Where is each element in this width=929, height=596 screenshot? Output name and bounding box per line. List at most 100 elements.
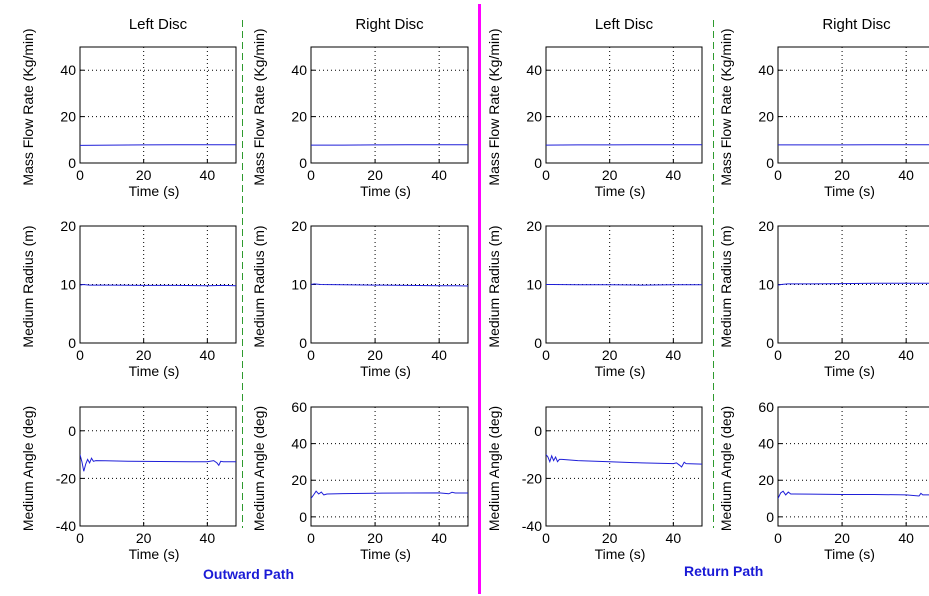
- x-tick-label: 0: [307, 530, 315, 546]
- x-axis-label: Time (s): [360, 546, 411, 562]
- y-tick-label: 0: [68, 155, 76, 171]
- y-tick-label: 20: [60, 218, 76, 234]
- x-tick-label: 0: [542, 347, 550, 363]
- x-tick-label: 20: [367, 347, 383, 363]
- y-tick-label: 40: [758, 436, 774, 452]
- axes-box: [79, 406, 237, 527]
- chart-panel: 0 20 40 -40 -20 0 Time (s) Medium Angle (deg): [486, 406, 703, 562]
- x-tick-label: 0: [307, 167, 315, 183]
- axes-box: [79, 46, 237, 164]
- y-tick-label: 20: [291, 109, 307, 125]
- y-axis-label: Mass Flow Rate (Kg/min): [251, 28, 267, 185]
- y-tick-label: 0: [68, 423, 76, 439]
- y-axis-label: Medium Angle (deg): [718, 406, 734, 531]
- y-axis-label: Medium Angle (deg): [251, 406, 267, 531]
- y-tick-label: 60: [291, 399, 307, 415]
- y-tick-label: 20: [758, 218, 774, 234]
- x-tick-label: 20: [602, 347, 618, 363]
- y-tick-label: 40: [526, 62, 542, 78]
- chart-panel: 0 20 40 0 20 40 Time (s) Mass Flow Rate (Kg/min…: [486, 16, 703, 199]
- axes-box: [777, 406, 929, 527]
- y-tick-label: 20: [758, 472, 774, 488]
- axes-box: [545, 406, 703, 527]
- chart-panel: 0 20 40 0 20 40 60 Time (s) Medium Angle (deg): [718, 399, 929, 562]
- y-tick-label: 10: [758, 277, 774, 293]
- y-tick-label: 40: [291, 436, 307, 452]
- x-tick-label: 40: [200, 530, 216, 546]
- y-tick-label: 0: [534, 423, 542, 439]
- y-axis-label: Medium Radius (m): [20, 225, 36, 347]
- x-tick-label: 20: [834, 347, 850, 363]
- x-axis-label: Time (s): [129, 363, 180, 379]
- series-line: [80, 144, 236, 146]
- y-tick-label: 20: [60, 109, 76, 125]
- y-tick-label: 10: [526, 277, 542, 293]
- y-axis-label: Mass Flow Rate (Kg/min): [486, 28, 502, 185]
- y-tick-label: 0: [766, 509, 774, 525]
- x-tick-label: 0: [542, 167, 550, 183]
- x-tick-label: 40: [666, 167, 682, 183]
- series-line: [546, 284, 702, 286]
- x-tick-label: 20: [367, 167, 383, 183]
- series-line: [778, 282, 929, 286]
- y-axis-label: Medium Radius (m): [486, 225, 502, 347]
- y-axis-label: Medium Angle (deg): [486, 406, 502, 531]
- chart-title: Right Disc: [822, 16, 891, 33]
- y-tick-label: 20: [526, 218, 542, 234]
- chart-panel: 0 20 40 0 20 40 Time (s) Mass Flow Rate (Kg/min…: [20, 16, 237, 199]
- chart-title: Right Disc: [355, 16, 424, 33]
- x-tick-label: 40: [898, 347, 914, 363]
- x-tick-label: 20: [602, 167, 618, 183]
- x-axis-label: Time (s): [360, 363, 411, 379]
- x-tick-label: 40: [431, 347, 447, 363]
- x-tick-label: 0: [76, 167, 84, 183]
- axes-box: [777, 46, 929, 164]
- x-tick-label: 20: [602, 530, 618, 546]
- y-tick-label: 10: [60, 277, 76, 293]
- y-tick-label: -40: [56, 518, 76, 534]
- x-tick-label: 0: [307, 347, 315, 363]
- x-tick-label: 20: [834, 530, 850, 546]
- axes-box: [310, 46, 469, 164]
- x-tick-label: 40: [898, 530, 914, 546]
- y-tick-label: 20: [526, 109, 542, 125]
- return-path-label: Return Path: [684, 563, 764, 579]
- series-line: [80, 283, 236, 287]
- series-line: [778, 490, 929, 499]
- y-tick-label: 40: [60, 62, 76, 78]
- y-tick-label: 0: [299, 509, 307, 525]
- outward-path-label: Outward Path: [203, 566, 295, 582]
- y-tick-label: -40: [522, 518, 542, 534]
- series-line: [311, 490, 468, 499]
- y-axis-label: Medium Radius (m): [251, 225, 267, 347]
- x-tick-label: 20: [367, 530, 383, 546]
- x-axis-label: Time (s): [595, 183, 646, 199]
- y-tick-label: 40: [758, 62, 774, 78]
- x-tick-label: 40: [200, 347, 216, 363]
- y-tick-label: 20: [291, 472, 307, 488]
- x-axis-label: Time (s): [360, 183, 411, 199]
- x-tick-label: 0: [542, 530, 550, 546]
- y-tick-label: 0: [299, 335, 307, 351]
- chart-title: Left Disc: [129, 16, 188, 33]
- y-tick-label: 0: [766, 335, 774, 351]
- y-tick-label: 10: [291, 277, 307, 293]
- chart-panel: 0 20 40 0 20 40 Time (s) Mass Flow Rate (Kg/min…: [251, 16, 469, 199]
- x-tick-label: 0: [774, 530, 782, 546]
- x-axis-label: Time (s): [129, 546, 180, 562]
- y-tick-label: 0: [766, 155, 774, 171]
- x-tick-label: 40: [898, 167, 914, 183]
- y-tick-label: -20: [522, 470, 542, 486]
- x-tick-label: 20: [834, 167, 850, 183]
- y-tick-label: 0: [299, 155, 307, 171]
- x-tick-label: 0: [774, 347, 782, 363]
- y-tick-label: 40: [291, 62, 307, 78]
- x-tick-label: 0: [76, 530, 84, 546]
- y-axis-label: Medium Angle (deg): [20, 406, 36, 531]
- x-tick-label: 40: [431, 530, 447, 546]
- series-line: [80, 454, 236, 472]
